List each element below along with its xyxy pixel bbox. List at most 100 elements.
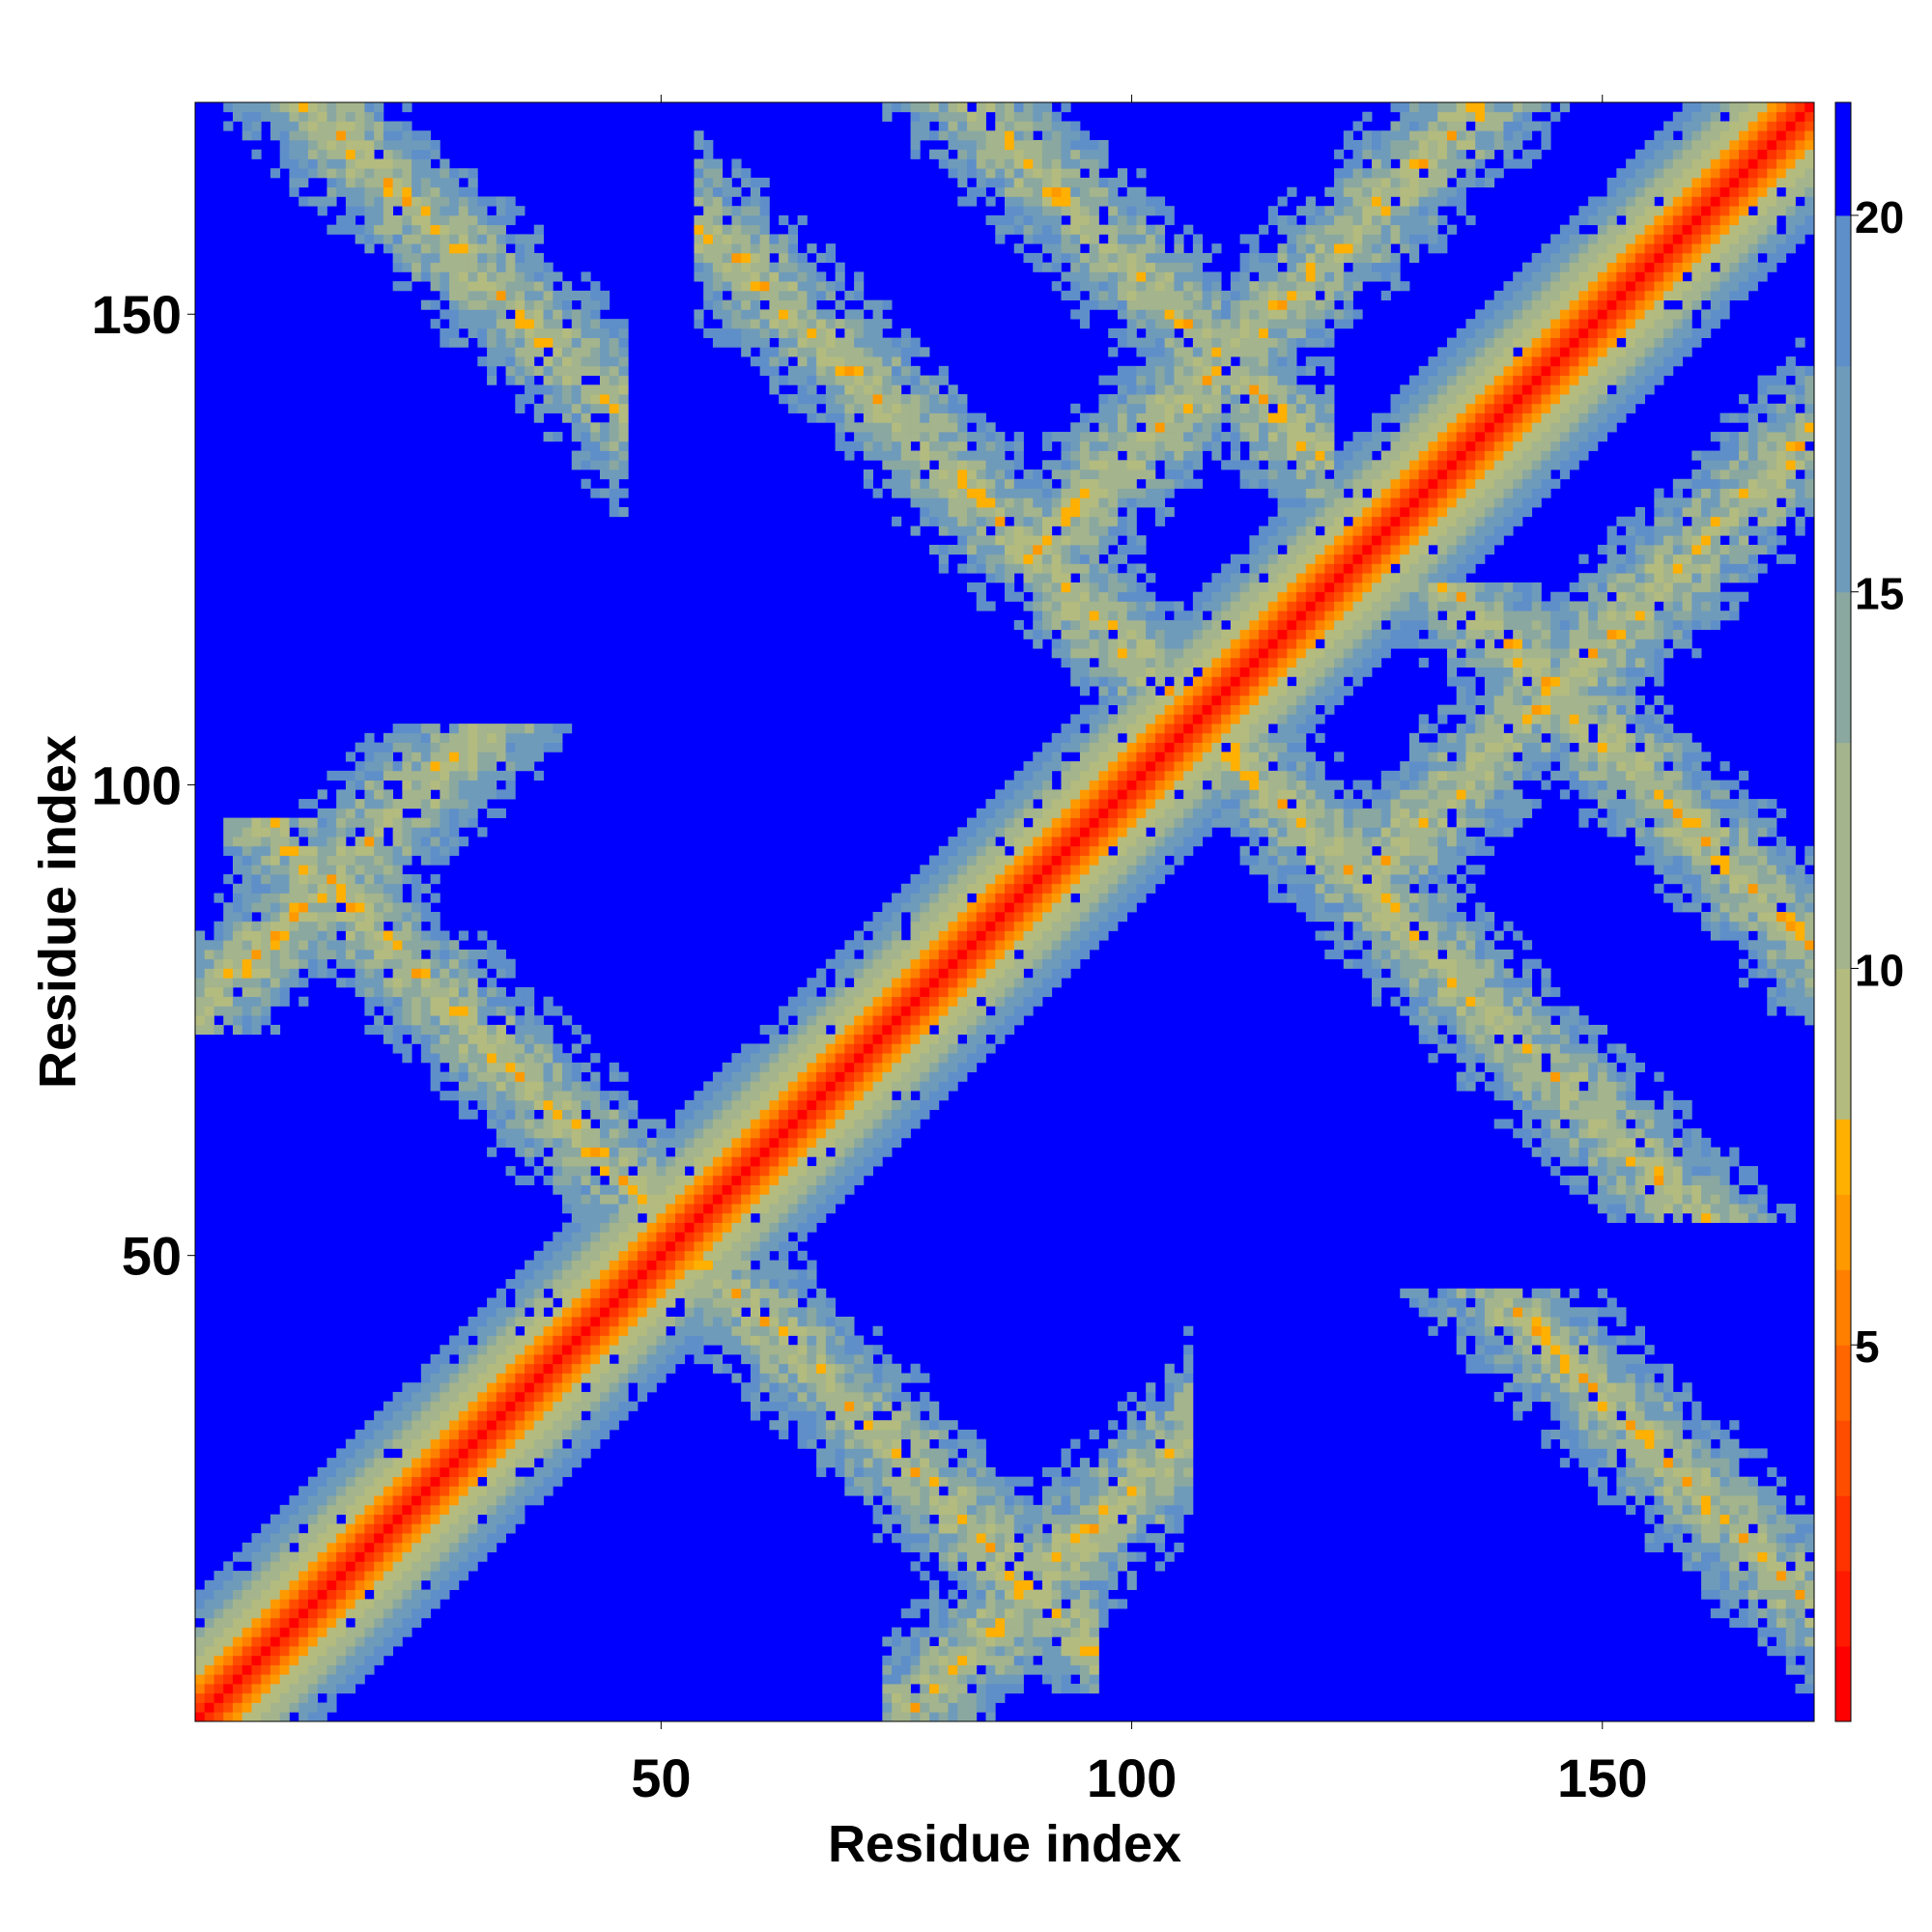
- heatmap-cell: [957, 1523, 968, 1534]
- heatmap-cell: [609, 469, 619, 480]
- heatmap-cell: [967, 516, 978, 526]
- heatmap-cell: [515, 1099, 526, 1111]
- heatmap-cell: [722, 309, 732, 320]
- heatmap-cell: [590, 356, 601, 367]
- heatmap-cell: [779, 327, 789, 338]
- heatmap-cell: [863, 327, 873, 338]
- heatmap-cell: [807, 1071, 817, 1082]
- heatmap-cell: [420, 1382, 431, 1393]
- heatmap-cell: [402, 1514, 412, 1524]
- heatmap-cell: [420, 912, 431, 923]
- heatmap-cell: [543, 1353, 554, 1365]
- heatmap-cell: [825, 1034, 836, 1044]
- heatmap-cell: [487, 1420, 497, 1431]
- heatmap-cell: [477, 214, 488, 226]
- heatmap-cell: [703, 281, 714, 292]
- heatmap-cell: [232, 845, 243, 856]
- heatmap-cell: [392, 1571, 403, 1581]
- heatmap-cell: [458, 1006, 469, 1016]
- heatmap-cell: [525, 384, 535, 395]
- heatmap-cell: [496, 356, 506, 367]
- heatmap-cell: [468, 1353, 478, 1365]
- heatmap-cell: [402, 206, 412, 216]
- heatmap-cell: [750, 327, 761, 338]
- heatmap-cell: [420, 1599, 431, 1609]
- heatmap-cell: [694, 1250, 704, 1261]
- heatmap-cell: [816, 1128, 827, 1139]
- heatmap-cell: [863, 375, 873, 385]
- heatmap-cell: [307, 949, 319, 960]
- heatmap-cell: [618, 422, 629, 433]
- heatmap-cell: [600, 1232, 611, 1242]
- heatmap-cell: [392, 949, 403, 960]
- heatmap-cell: [298, 1655, 309, 1665]
- heatmap-cell: [863, 478, 873, 489]
- heatmap-cell: [402, 1053, 412, 1064]
- heatmap-cell: [477, 319, 488, 329]
- heatmap-cell: [553, 1401, 563, 1411]
- heatmap-cell: [779, 1260, 789, 1270]
- heatmap-cell: [430, 1448, 440, 1459]
- heatmap-cell: [703, 158, 714, 169]
- heatmap-cell: [694, 139, 704, 151]
- heatmap-cell: [769, 271, 780, 282]
- heatmap-cell: [892, 516, 902, 526]
- heatmap-cell: [741, 1184, 752, 1195]
- heatmap-cell: [712, 1119, 724, 1129]
- heatmap-cell: [929, 488, 940, 498]
- heatmap-cell: [392, 770, 403, 781]
- heatmap-cell: [505, 262, 516, 272]
- heatmap-cell: [449, 168, 460, 179]
- heatmap-cell: [872, 1006, 883, 1016]
- heatmap-cell: [844, 422, 855, 433]
- heatmap-cell: [872, 1458, 883, 1468]
- heatmap-cell: [525, 1043, 535, 1054]
- heatmap-cell: [825, 958, 836, 969]
- heatmap-cell: [458, 1504, 469, 1516]
- heatmap-cell: [609, 478, 619, 489]
- heatmap-cell: [844, 1128, 855, 1139]
- heatmap-cell: [900, 1495, 911, 1506]
- heatmap-cell: [844, 384, 855, 395]
- heatmap-cell: [938, 440, 949, 451]
- heatmap-cell: [355, 978, 365, 988]
- heatmap-cell: [533, 412, 544, 423]
- heatmap-cell: [863, 1476, 873, 1487]
- heatmap-cell: [910, 1024, 921, 1036]
- heatmap-cell: [712, 1241, 724, 1252]
- heatmap-cell: [976, 1486, 986, 1496]
- heatmap-cell: [750, 243, 761, 254]
- heatmap-cell: [948, 1712, 958, 1722]
- heatmap-cell: [957, 102, 968, 113]
- heatmap-cell: [242, 978, 252, 988]
- heatmap-cell: [816, 1053, 827, 1064]
- heatmap-cell: [543, 732, 554, 743]
- heatmap-cell: [882, 1458, 893, 1468]
- heatmap-cell: [477, 1382, 488, 1393]
- heatmap-cell: [722, 1156, 732, 1167]
- heatmap-cell: [468, 234, 478, 244]
- heatmap-cell: [468, 290, 478, 301]
- heatmap-cell: [242, 865, 252, 875]
- heatmap-cell: [515, 1081, 526, 1092]
- heatmap-cell: [797, 1119, 808, 1129]
- heatmap-cell: [731, 1297, 742, 1308]
- heatmap-cell: [543, 1091, 554, 1101]
- heatmap-cell: [383, 930, 394, 941]
- heatmap-cell: [892, 1429, 902, 1440]
- heatmap-cell: [995, 1561, 1006, 1572]
- heatmap-cell: [345, 845, 356, 856]
- heatmap-cell: [872, 978, 883, 988]
- heatmap-cell: [920, 1636, 930, 1647]
- heatmap-cell: [844, 1420, 855, 1431]
- heatmap-cell: [985, 601, 996, 611]
- heatmap-cell: [525, 1335, 535, 1346]
- heatmap-cell: [420, 770, 431, 781]
- heatmap-cell: [590, 1325, 601, 1336]
- heatmap-cell: [392, 1617, 403, 1628]
- heatmap-cell: [402, 1561, 412, 1572]
- heatmap-cell: [571, 1307, 582, 1318]
- heatmap-cell: [938, 1006, 949, 1016]
- heatmap-cell: [920, 996, 930, 1007]
- heatmap-cell: [392, 968, 403, 979]
